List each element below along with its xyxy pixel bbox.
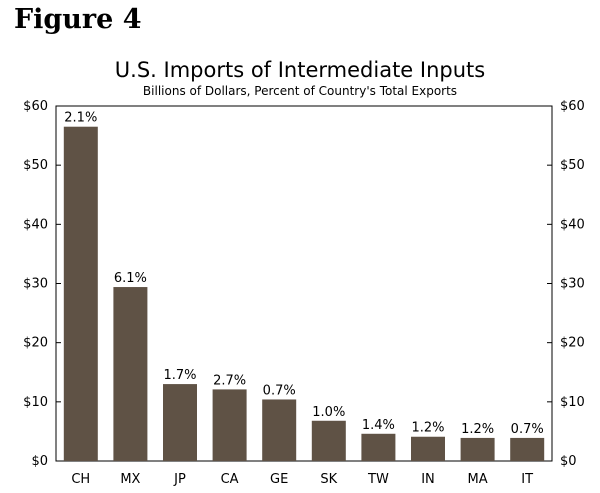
- y-tick-label-right: $10: [560, 395, 585, 410]
- bar: [113, 287, 148, 461]
- y-tick-label-left: $20: [23, 336, 48, 351]
- figure-label: Figure 4: [14, 4, 142, 35]
- x-tick-label: TW: [367, 472, 389, 487]
- y-tick-label-left: $0: [31, 454, 48, 469]
- y-tick-label-left: $10: [23, 395, 48, 410]
- x-tick-label: JP: [173, 472, 186, 487]
- bar: [510, 437, 545, 461]
- y-tick-label-right: $40: [560, 217, 585, 232]
- bar: [311, 420, 346, 461]
- data-label: 6.1%: [114, 271, 147, 286]
- y-tick-label-left: $50: [23, 158, 48, 173]
- bar: [63, 126, 98, 461]
- x-tick-label: MX: [120, 472, 140, 487]
- y-tick-label-right: $60: [560, 99, 585, 114]
- bar: [411, 436, 445, 461]
- data-label: 1.2%: [461, 422, 494, 437]
- bar: [361, 433, 396, 461]
- bar: [212, 389, 247, 461]
- data-label: 0.7%: [263, 383, 296, 398]
- data-label: 1.4%: [362, 418, 395, 433]
- x-tick-label: GE: [270, 472, 288, 487]
- bar: [460, 437, 495, 461]
- chart-subtitle: Billions of Dollars, Percent of Country'…: [142, 84, 458, 98]
- bar: [262, 399, 297, 461]
- x-tick-label: IT: [521, 472, 533, 487]
- data-label: 1.7%: [163, 368, 196, 383]
- y-tick-label-right: $30: [560, 277, 585, 292]
- x-tick-label: SK: [320, 472, 337, 487]
- y-tick-label-left: $60: [23, 99, 48, 114]
- data-label: 1.2%: [411, 421, 444, 436]
- data-label: 2.1%: [64, 111, 97, 126]
- x-tick-label: CH: [71, 472, 90, 487]
- y-tick-label-right: $0: [560, 454, 577, 469]
- y-tick-label-right: $50: [560, 158, 585, 173]
- data-label: 2.7%: [213, 373, 246, 388]
- x-tick-label: CA: [221, 472, 239, 487]
- chart-title: U.S. Imports of Intermediate Inputs: [114, 58, 486, 82]
- data-label: 0.7%: [511, 422, 544, 437]
- x-tick-label: IN: [421, 472, 435, 487]
- y-tick-label-left: $40: [23, 217, 48, 232]
- x-tick-label: MA: [468, 472, 488, 487]
- data-label: 1.0%: [312, 405, 345, 420]
- bar: [163, 384, 197, 461]
- y-tick-label-right: $20: [560, 336, 585, 351]
- y-tick-label-left: $30: [23, 277, 48, 292]
